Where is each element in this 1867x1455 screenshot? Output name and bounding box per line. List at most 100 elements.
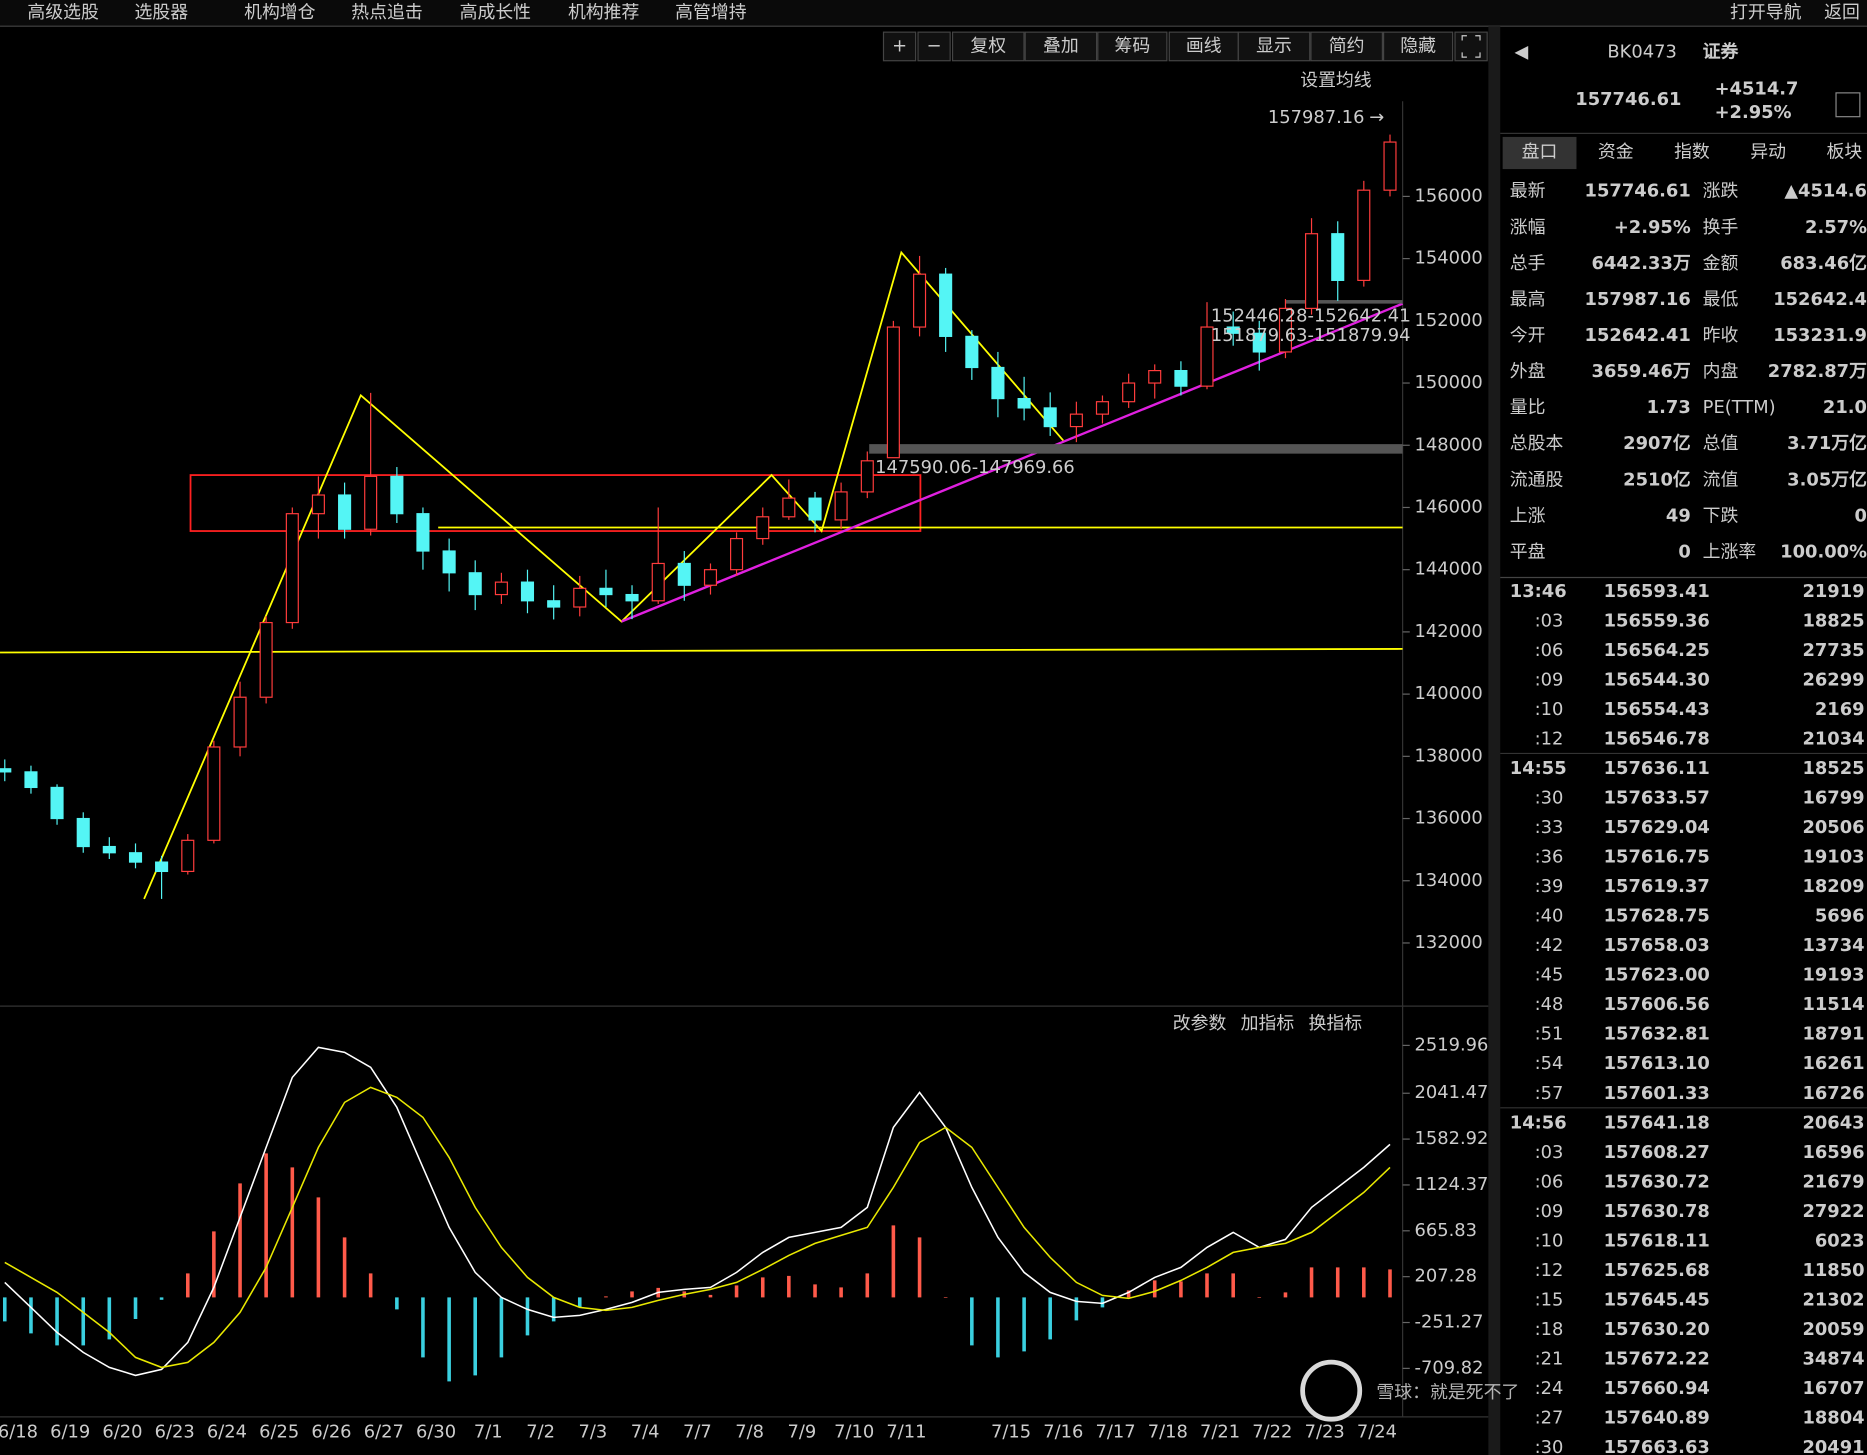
info-label: 最新 bbox=[1510, 181, 1546, 202]
menu-item[interactable]: 热点追击 bbox=[351, 2, 422, 23]
tick-price: 157660.94 bbox=[1604, 1378, 1710, 1399]
toolbar-label[interactable]: 筹码 bbox=[1114, 35, 1150, 56]
y-tick-label: -251.27 bbox=[1415, 1312, 1484, 1333]
tick-time: :15 bbox=[1535, 1289, 1564, 1310]
tab[interactable]: 板块 bbox=[1826, 141, 1862, 162]
tick-time: :21 bbox=[1535, 1349, 1564, 1370]
tick-time: :33 bbox=[1535, 817, 1564, 838]
toolbar-label[interactable]: − bbox=[927, 35, 942, 56]
toolbar-button[interactable] bbox=[1310, 31, 1383, 62]
tick-time: :24 bbox=[1535, 1378, 1564, 1399]
tab[interactable]: 资金 bbox=[1598, 141, 1634, 162]
toolbar-button[interactable] bbox=[951, 31, 1025, 62]
x-tick-label: 6/27 bbox=[364, 1421, 404, 1442]
info-label: 换手 bbox=[1703, 217, 1739, 238]
tick-price: 157601.33 bbox=[1604, 1083, 1710, 1104]
x-tick-label: 7/1 bbox=[474, 1421, 503, 1442]
toolbar-label[interactable]: 叠加 bbox=[1043, 35, 1079, 56]
toolbar-button[interactable] bbox=[917, 31, 951, 62]
tick-price: 157618.11 bbox=[1604, 1230, 1710, 1251]
menu-item[interactable]: 打开导航 bbox=[1730, 2, 1802, 23]
tick-time: :54 bbox=[1535, 1053, 1564, 1074]
macd-bar bbox=[29, 1297, 33, 1334]
y-tick-label: 150000 bbox=[1415, 372, 1483, 393]
toolbar-label[interactable]: 显示 bbox=[1256, 35, 1292, 56]
menu-item[interactable]: 机构增仓 bbox=[244, 2, 316, 23]
candle-body bbox=[520, 581, 535, 602]
toolbar-label[interactable]: 简约 bbox=[1329, 35, 1365, 56]
y-tick-label: 1124.37 bbox=[1415, 1174, 1489, 1195]
tick-volume: 11514 bbox=[1802, 994, 1864, 1015]
menu-item[interactable]: 高级选股 bbox=[27, 2, 99, 23]
quote-pct: +2.95% bbox=[1715, 102, 1792, 123]
toolbar-button[interactable] bbox=[1382, 31, 1454, 62]
macd-bar bbox=[185, 1273, 190, 1298]
tick-volume: 20643 bbox=[1802, 1112, 1864, 1133]
toolbar-label[interactable]: + bbox=[892, 35, 907, 56]
toolbar-label[interactable]: 复权 bbox=[970, 35, 1006, 56]
info-label: 量比 bbox=[1510, 397, 1546, 418]
toolbar-button[interactable] bbox=[882, 31, 917, 62]
ma-setting[interactable]: 设置均线 bbox=[1300, 70, 1372, 91]
x-tick-label: 6/25 bbox=[259, 1421, 299, 1442]
info-label: 上涨 bbox=[1510, 505, 1546, 526]
tick-volume: 21302 bbox=[1802, 1289, 1864, 1310]
macd-bar bbox=[604, 1296, 608, 1298]
y-tick-label: 148000 bbox=[1415, 434, 1483, 455]
candle-body bbox=[677, 562, 691, 586]
indicator-button[interactable]: 换指标 bbox=[1309, 1013, 1363, 1034]
info-value: 0 bbox=[1855, 505, 1867, 526]
tick-price: 157632.81 bbox=[1604, 1024, 1710, 1045]
macd-bar bbox=[264, 1153, 268, 1298]
x-tick-label: 7/10 bbox=[834, 1421, 874, 1442]
x-tick-label: 6/30 bbox=[416, 1421, 456, 1442]
add-button[interactable] bbox=[1835, 92, 1861, 118]
indicator-button[interactable]: 加指标 bbox=[1241, 1013, 1295, 1034]
toolbar-label[interactable]: 隐藏 bbox=[1400, 35, 1436, 56]
wave-drawing bbox=[143, 250, 1064, 900]
macd-bar bbox=[865, 1273, 870, 1298]
info-label: 下跌 bbox=[1703, 505, 1739, 526]
tab[interactable]: 指数 bbox=[1674, 141, 1710, 162]
toolbar-button[interactable] bbox=[1097, 31, 1168, 62]
candle-body bbox=[1252, 332, 1266, 353]
macd-bar bbox=[996, 1297, 1000, 1358]
macd-bar bbox=[525, 1297, 530, 1336]
info-label: 涨跌 bbox=[1703, 181, 1739, 202]
tick-volume: 18804 bbox=[1802, 1408, 1864, 1429]
toolbar-label[interactable]: 画线 bbox=[1186, 35, 1222, 56]
info-value: 21.0 bbox=[1823, 397, 1867, 418]
toolbar-button[interactable] bbox=[1237, 31, 1311, 62]
tick-volume: 16596 bbox=[1802, 1142, 1864, 1163]
toolbar-button[interactable] bbox=[1024, 31, 1098, 62]
indicator-button[interactable]: 改参数 bbox=[1173, 1013, 1227, 1034]
y-tick-label: 146000 bbox=[1415, 496, 1483, 517]
watermark-logo bbox=[1300, 1359, 1363, 1422]
menu-item[interactable]: 机构推荐 bbox=[568, 2, 639, 23]
candle-body bbox=[860, 460, 874, 493]
macd-bar bbox=[290, 1167, 295, 1298]
macd-bar bbox=[551, 1297, 556, 1322]
tick-volume: 20491 bbox=[1802, 1437, 1864, 1455]
toolbar-button[interactable] bbox=[1168, 31, 1239, 62]
tab[interactable]: 异动 bbox=[1750, 141, 1786, 162]
info-value: 1.73 bbox=[1647, 397, 1691, 418]
tick-time: :18 bbox=[1535, 1319, 1564, 1340]
candle-body bbox=[625, 593, 639, 602]
candle-body bbox=[756, 516, 770, 540]
tick-price: 157613.10 bbox=[1604, 1053, 1710, 1074]
fullscreen-icon[interactable] bbox=[1454, 31, 1488, 62]
menu-item[interactable]: 高成长性 bbox=[460, 2, 531, 23]
tick-price: 157606.56 bbox=[1604, 994, 1710, 1015]
info-value: 100.00% bbox=[1780, 541, 1867, 562]
menu-item[interactable]: 选股器 bbox=[135, 2, 189, 23]
macd-bar bbox=[1048, 1297, 1052, 1340]
tab[interactable]: 盘口 bbox=[1522, 141, 1558, 162]
info-value: 0 bbox=[1678, 541, 1690, 562]
macd-line bbox=[4, 1046, 1391, 1377]
menu-item[interactable]: 高管增持 bbox=[675, 2, 747, 23]
candle-body bbox=[965, 335, 979, 369]
menu-item[interactable]: 返回 bbox=[1824, 2, 1860, 23]
y-tick-label: 136000 bbox=[1415, 808, 1483, 829]
candle-body bbox=[259, 621, 273, 698]
